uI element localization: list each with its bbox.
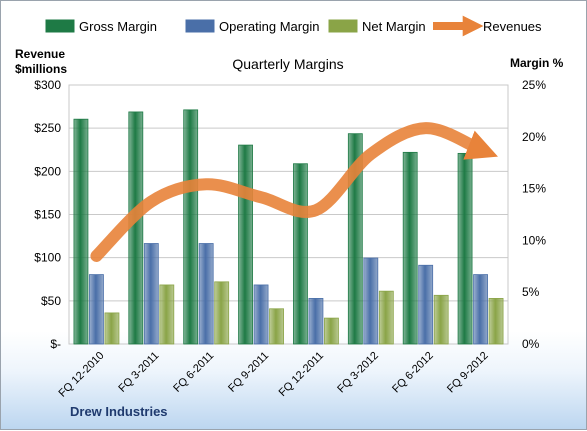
left-tick-label: $200 bbox=[34, 164, 61, 178]
left-tick-label: $100 bbox=[34, 251, 61, 265]
x-tick-label: FQ 3-2011 bbox=[116, 350, 161, 395]
bar-gross-margin bbox=[238, 144, 253, 345]
left-tick-label: $150 bbox=[34, 208, 61, 222]
x-tick-label: FQ 9-2011 bbox=[226, 350, 271, 395]
series-line-revenues bbox=[90, 122, 498, 262]
x-tick-label: FQ 6-2011 bbox=[171, 350, 216, 395]
bar-net-margin bbox=[214, 281, 230, 345]
legend-label: Gross Margin bbox=[79, 19, 157, 34]
bar-gross-margin bbox=[457, 152, 473, 345]
x-tick-label: FQ 12-2011 bbox=[277, 350, 326, 399]
right-tick-label: 10% bbox=[522, 233, 546, 247]
bar-operating-margin bbox=[89, 274, 104, 345]
bar-gross-margin bbox=[347, 133, 363, 345]
legend-label: Operating Margin bbox=[219, 19, 319, 34]
legend-label: Net Margin bbox=[362, 19, 426, 34]
left-tick-label: $50 bbox=[41, 294, 61, 308]
bar-operating-margin bbox=[473, 274, 488, 345]
bar-operating-margin bbox=[308, 298, 324, 345]
x-tick-label: FQ 12-2010 bbox=[57, 350, 107, 400]
bar-operating-margin bbox=[143, 243, 159, 345]
bar-net-margin bbox=[324, 317, 339, 345]
bar-net-margin bbox=[378, 290, 394, 345]
bar-net-margin bbox=[488, 298, 504, 345]
bar-gross-margin bbox=[293, 163, 308, 345]
bar-operating-margin bbox=[418, 264, 434, 345]
bar-operating-margin bbox=[253, 284, 269, 345]
legend-swatch-net-margin bbox=[328, 19, 358, 33]
right-tick-label: 25% bbox=[522, 78, 546, 92]
bar-operating-margin bbox=[198, 243, 214, 345]
chart-title: Quarterly Margins bbox=[232, 56, 343, 72]
right-tick-label: 0% bbox=[522, 337, 540, 351]
bar-gross-margin bbox=[128, 111, 144, 345]
bar-gross-margin bbox=[402, 151, 418, 345]
left-axis-label: Revenue bbox=[15, 47, 65, 61]
bar-net-margin bbox=[159, 284, 175, 345]
left-tick-label: $250 bbox=[34, 121, 61, 135]
bar-gross-margin bbox=[183, 109, 199, 345]
legend-swatch-operating-margin bbox=[185, 19, 215, 33]
bar-net-margin bbox=[104, 312, 120, 345]
x-tick-label: FQ 6-2012 bbox=[390, 350, 436, 396]
left-axis-label: $millions bbox=[15, 62, 67, 76]
right-tick-label: 20% bbox=[522, 130, 546, 144]
right-axis-label: Margin % bbox=[510, 56, 564, 70]
legend-swatch-gross-margin bbox=[45, 19, 75, 33]
legend-label: Revenues bbox=[483, 19, 542, 34]
x-tick-label: FQ 3-2012 bbox=[335, 350, 381, 396]
bar-net-margin bbox=[269, 308, 284, 345]
bar-operating-margin bbox=[363, 257, 379, 345]
bar-net-margin bbox=[433, 294, 449, 345]
left-tick-label: $300 bbox=[34, 78, 61, 92]
footer-company-name: Drew Industries bbox=[70, 404, 168, 419]
right-tick-label: 5% bbox=[522, 285, 540, 299]
left-tick-label: $- bbox=[50, 337, 61, 351]
bar-gross-margin bbox=[73, 118, 89, 345]
right-tick-label: 15% bbox=[522, 182, 546, 196]
x-tick-label: FQ 9-2012 bbox=[445, 350, 491, 396]
